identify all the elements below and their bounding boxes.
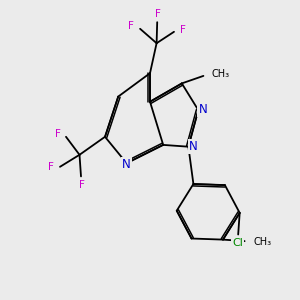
Text: N: N: [122, 158, 131, 171]
Text: F: F: [128, 21, 134, 32]
Text: Cl: Cl: [232, 238, 243, 248]
Text: F: F: [79, 180, 85, 190]
Text: CH₃: CH₃: [212, 69, 230, 80]
Text: F: F: [180, 25, 186, 35]
Text: N: N: [188, 140, 197, 153]
Text: CH₃: CH₃: [254, 237, 272, 247]
Text: F: F: [48, 162, 54, 172]
Text: F: F: [55, 129, 61, 139]
Text: N: N: [198, 103, 207, 116]
Text: F: F: [155, 9, 161, 19]
